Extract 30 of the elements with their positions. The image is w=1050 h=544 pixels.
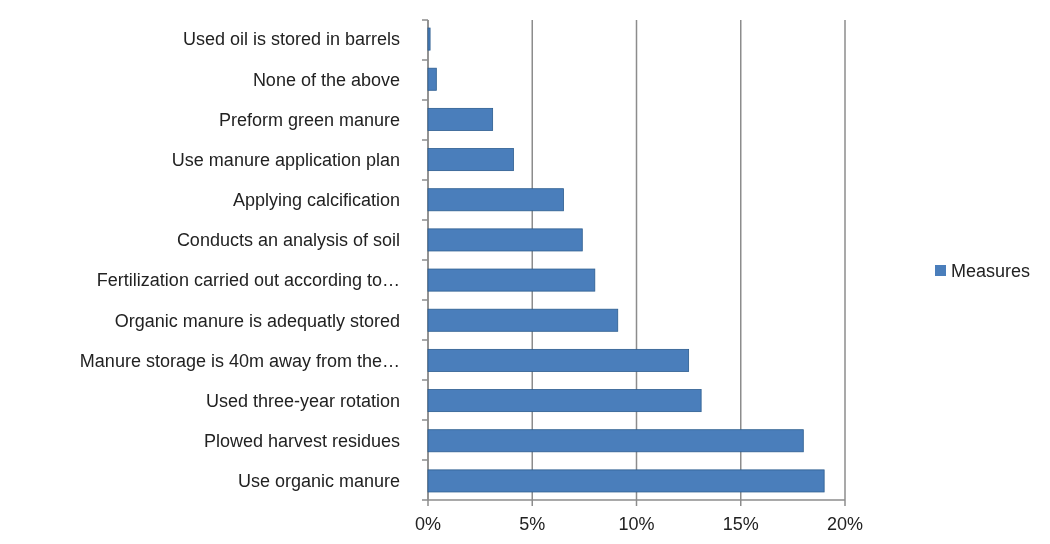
- bar: [427, 188, 564, 212]
- x-tick-label: 20%: [826, 514, 864, 534]
- bar: [427, 429, 804, 453]
- y-tick-label: Use manure application plan: [171, 149, 400, 170]
- bar: [427, 228, 583, 252]
- x-tick-label: 10%: [618, 514, 655, 534]
- y-tick-label: Use organic manure: [237, 471, 400, 492]
- y-tick-label: Plowed harvest residues: [203, 431, 400, 452]
- bar: [427, 389, 702, 413]
- y-tick-label: Used three-year rotation: [205, 390, 400, 411]
- bar: [427, 308, 619, 332]
- bar: [427, 268, 596, 292]
- y-tick-label: Manure storage is 40m away from the…: [79, 350, 400, 371]
- y-tick-label: None of the above: [252, 69, 400, 90]
- bar: [427, 27, 431, 51]
- x-tick-label: 15%: [722, 514, 759, 534]
- y-tick-label: Organic manure is adequatly stored: [114, 310, 400, 331]
- x-tick-label: 0%: [414, 514, 442, 534]
- y-tick-label: Used oil is stored in barrels: [182, 29, 400, 50]
- y-tick-label: Fertilization carried out according to…: [96, 270, 400, 291]
- bar: [427, 148, 514, 172]
- legend-label: Measures: [951, 261, 1031, 282]
- bar: [427, 348, 690, 372]
- bar: [427, 67, 437, 91]
- x-tick-label: 5%: [519, 514, 546, 534]
- y-tick-label: Conducts an analysis of soil: [176, 230, 400, 251]
- y-tick-label: Preform green manure: [218, 109, 400, 130]
- bar: [427, 469, 825, 493]
- bar: [427, 107, 494, 131]
- y-tick-label: Applying calcification: [232, 190, 400, 211]
